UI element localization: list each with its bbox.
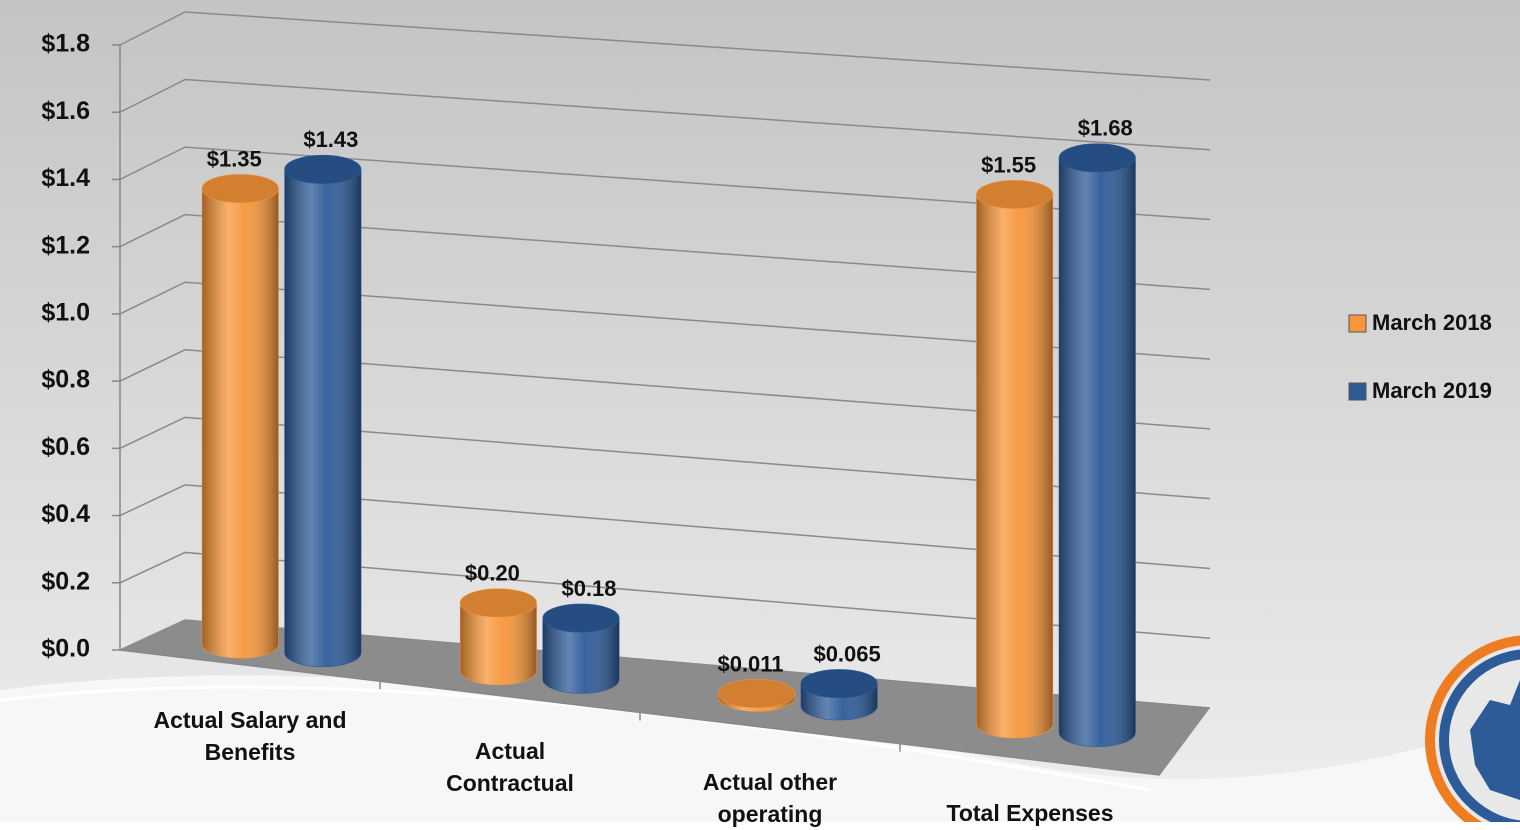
- value-label: $0.20: [465, 561, 520, 586]
- bar-top-shade: [542, 604, 619, 633]
- bar: [800, 669, 878, 721]
- bar-shade: [542, 618, 619, 694]
- y-tick-label: $0.4: [41, 500, 90, 528]
- bar-top: [201, 174, 279, 204]
- bar-top: [718, 679, 796, 709]
- bar-top-shade: [976, 180, 1053, 209]
- y-tick-label: $1.6: [41, 97, 90, 125]
- grid-line: [119, 416, 1211, 500]
- bar-shade: [284, 169, 361, 667]
- y-tick-label: $0.6: [41, 433, 90, 461]
- legend-swatch: [1348, 314, 1367, 333]
- bar: [459, 588, 537, 686]
- grid-line: [119, 484, 1211, 570]
- logo: [1425, 635, 1520, 822]
- value-label: $0.065: [813, 641, 880, 666]
- legend-label: March 2019: [1372, 378, 1492, 403]
- bar-shade: [976, 194, 1053, 738]
- y-tick-label: $0.0: [41, 635, 90, 663]
- bar-top-shade: [284, 155, 361, 184]
- bar-shade: [460, 602, 537, 685]
- floor: [120, 620, 1210, 775]
- bar-top: [459, 588, 537, 618]
- bar-shade: [801, 683, 878, 720]
- y-tick-label: $1.2: [41, 231, 90, 259]
- bar-top-shade: [718, 679, 795, 708]
- bar-top: [1058, 143, 1136, 173]
- value-label: $0.18: [561, 576, 616, 601]
- value-label: $1.35: [207, 146, 262, 171]
- value-label: $1.43: [303, 127, 358, 152]
- bar-shade: [718, 693, 795, 712]
- grid-line: [119, 213, 1211, 291]
- legend-swatch: [1348, 382, 1367, 401]
- bar-top-shade: [1059, 143, 1136, 172]
- grid-line: [119, 146, 1211, 221]
- bar: [542, 603, 620, 694]
- grid-line: [119, 281, 1211, 360]
- bar: [284, 154, 362, 668]
- y-tick-label: $0.2: [41, 567, 90, 595]
- bar-top-shade: [202, 174, 279, 203]
- bar-top-shade: [801, 669, 878, 698]
- y-tick-label: $0.8: [41, 366, 90, 394]
- swoosh-line: [0, 685, 1151, 792]
- bar: [201, 174, 279, 659]
- bar-top: [800, 669, 878, 699]
- y-tick-label: $1.4: [41, 164, 90, 192]
- y-tick-label: $1.0: [41, 298, 90, 326]
- y-tick-label: $1.8: [41, 30, 90, 58]
- bar-shade: [202, 188, 279, 659]
- bar: [976, 179, 1054, 739]
- bar-top: [284, 154, 362, 184]
- legend-label: March 2018: [1372, 310, 1492, 335]
- grid-line: [119, 78, 1211, 151]
- bar-top-shade: [460, 588, 537, 617]
- value-label: $1.68: [1078, 116, 1133, 141]
- grid-line: [119, 551, 1211, 639]
- bar: [718, 679, 796, 712]
- swoosh: [0, 675, 1520, 822]
- grid-line: [119, 349, 1211, 430]
- bar: [1058, 143, 1136, 747]
- bar-top: [542, 603, 620, 633]
- x-tick-label: Actual Contractual: [446, 737, 574, 796]
- value-label: $0.011: [717, 651, 783, 676]
- bar-top: [976, 179, 1054, 209]
- x-tick-label: Actual Salary and Benefits: [153, 706, 347, 765]
- value-label: $1.55: [981, 152, 1036, 177]
- grid-line: [119, 11, 1211, 81]
- x-tick-label: Total Expenses: [946, 800, 1114, 827]
- bar-shade: [1059, 157, 1136, 747]
- x-tick-label: Actual other operating: [702, 769, 838, 828]
